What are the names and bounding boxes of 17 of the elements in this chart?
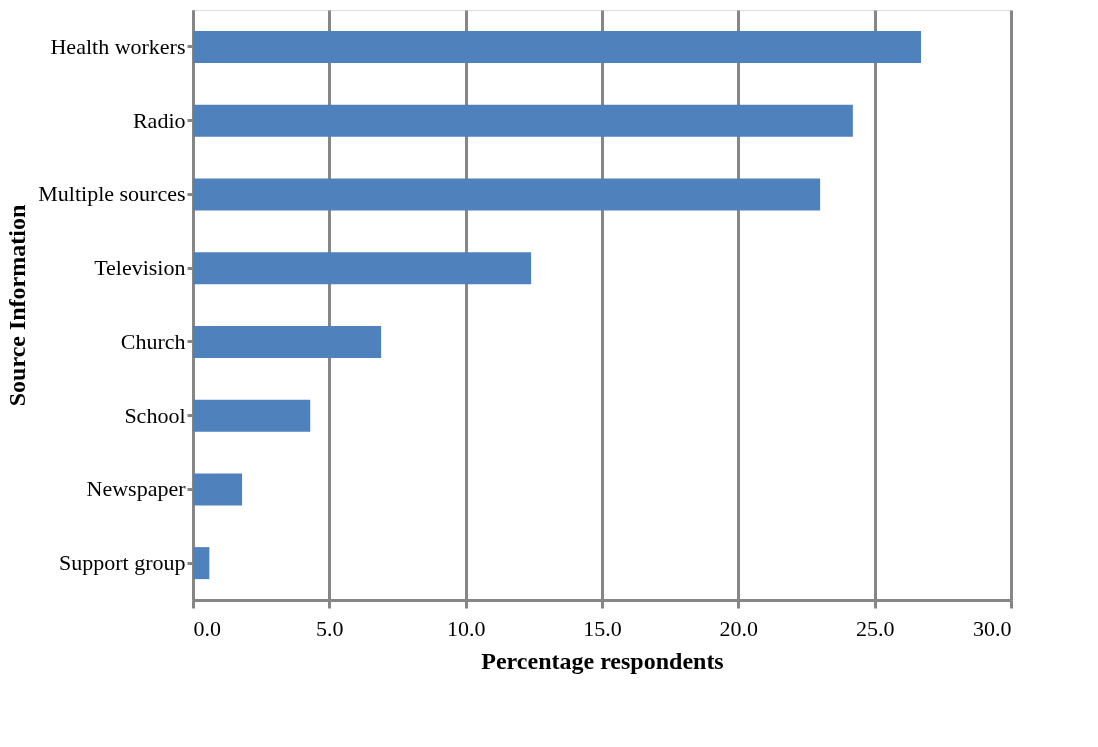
x-tick-label: 20.0 [719,615,759,641]
x-axis-title: Percentage respondents [481,647,724,674]
y-axis-title: Source Information [4,204,31,407]
x-tick-label: 30.0 [973,615,1012,641]
y-tick-label: Radio [132,107,186,133]
y-tick-label: Newspaper [86,476,187,502]
y-tick-label: Church [120,328,186,354]
y-tick-label: School [124,402,186,428]
y-tick-label: Multiple sources [38,181,186,207]
y-tick-label: Health workers [50,33,186,59]
x-tick-label: 0.0 [193,615,221,641]
x-tick-label: 10.0 [446,615,486,641]
x-tick-label: 25.0 [855,615,895,641]
y-tick-label: Television [94,255,186,281]
x-tick-label: 15.0 [583,615,622,641]
y-tick-label: Support group [59,550,186,576]
x-tick-label: 5.0 [316,615,344,641]
